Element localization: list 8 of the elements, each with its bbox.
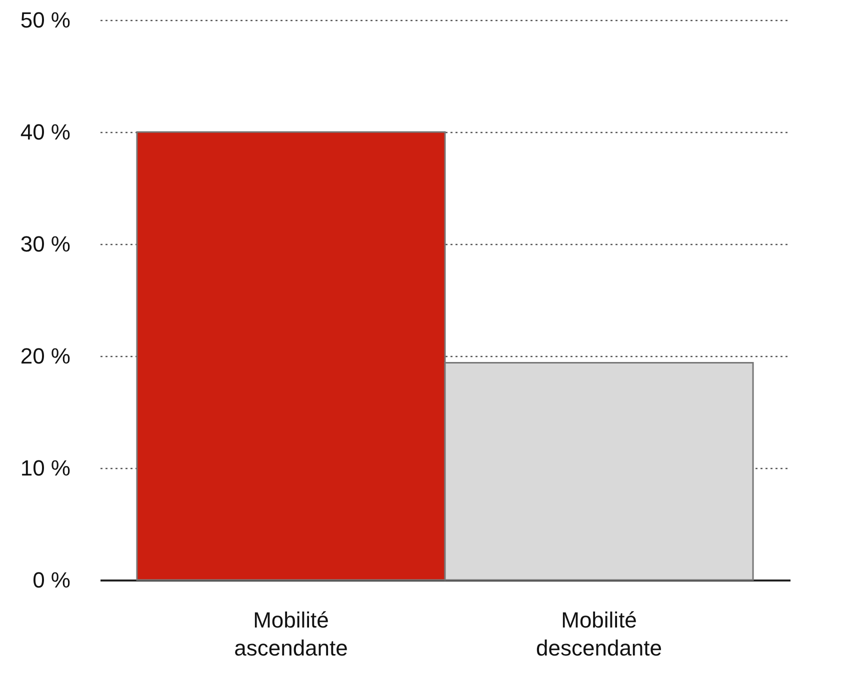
x-tick-label: Mobilité descendante <box>536 608 662 660</box>
x-tick-label: Mobilité ascendante <box>234 608 348 660</box>
y-tick-label: 30 % <box>20 232 70 256</box>
y-tick-label: 40 % <box>20 120 70 144</box>
y-tick-label: 20 % <box>20 344 70 368</box>
y-tick-label: 50 % <box>20 8 70 32</box>
y-tick-label: 10 % <box>20 456 70 480</box>
y-tick-label: 0 % <box>32 568 70 592</box>
